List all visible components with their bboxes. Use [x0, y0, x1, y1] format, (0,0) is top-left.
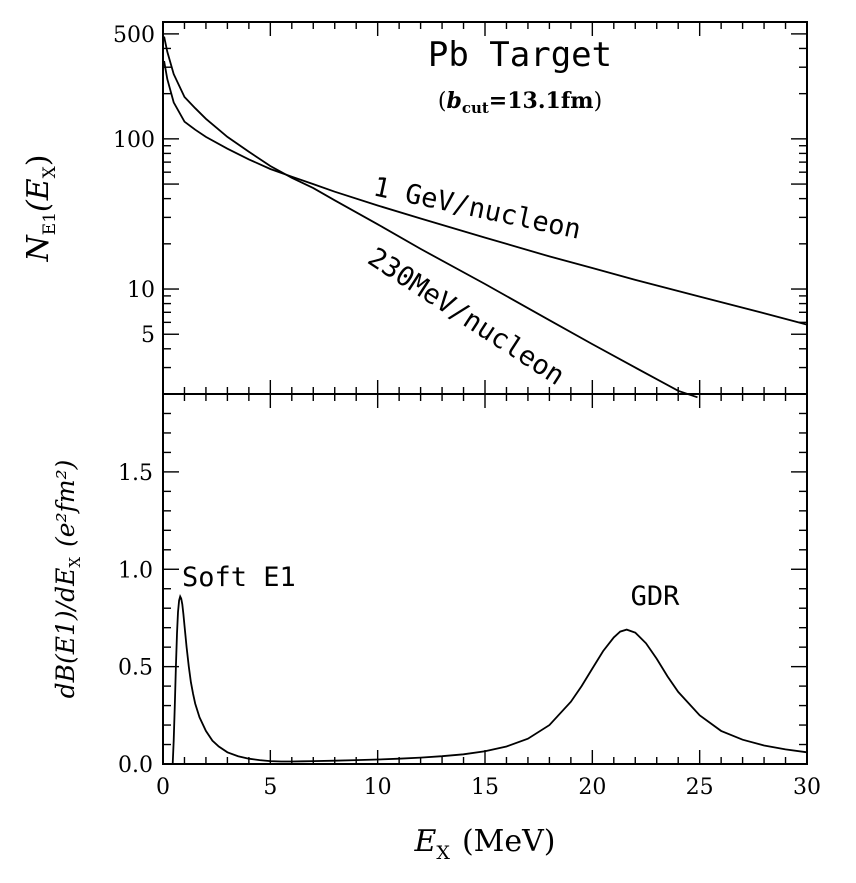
top-ytick-label: 500	[113, 23, 155, 48]
top-ytick-label: 5	[141, 323, 155, 348]
bottom-ylabel-units: (e²fm²)	[51, 460, 80, 547]
bottom-ylabel-sub: X	[66, 557, 84, 568]
annotation-soft-e1: Soft E1	[182, 562, 296, 593]
xtick-label: 5	[263, 775, 277, 800]
top-ticks: 500 100 10 5	[113, 21, 808, 395]
subtitle-symbol: b	[446, 88, 461, 114]
top-curves	[163, 36, 808, 399]
bottom-curves	[171, 594, 808, 765]
xtick-label: 30	[793, 775, 821, 800]
ylabel-close: )	[21, 155, 56, 167]
ylabel-rest: (E	[21, 178, 56, 212]
xlabel-units: (MeV)	[462, 824, 556, 859]
bottom-ytick-label: 0.5	[118, 656, 153, 681]
top-subtitle: (bcut=13.1fm)	[438, 88, 602, 117]
bottom-ytick-label: 1.0	[118, 558, 153, 583]
xlabel: EX (MeV)	[414, 824, 556, 864]
xtick-label: 20	[578, 775, 606, 800]
bottom-ytick-label: 1.5	[118, 461, 153, 486]
xlabel-subscript: X	[436, 842, 450, 864]
xtick-label: 25	[686, 775, 714, 800]
xtick-label: 10	[364, 775, 392, 800]
top-ytick-label: 100	[113, 128, 155, 153]
top-title: Pb Target	[428, 35, 612, 75]
strength-curve	[171, 594, 808, 765]
annotation-gdr: GDR	[631, 581, 681, 612]
ylabel-subscript: E1	[40, 212, 60, 235]
top-ylabel: NE1(EX)	[21, 155, 60, 263]
xlabel-symbol: E	[414, 824, 437, 859]
bottom-frame	[162, 393, 808, 765]
bottom-ylabel: dB(E1)/dEX (e²fm²)	[51, 460, 84, 699]
subtitle-subscript: cut	[462, 99, 489, 117]
top-ytick-label: 10	[127, 278, 155, 303]
series-label-230mev: 230MeV/nucleon	[362, 242, 570, 392]
subtitle-text: =13.1fm	[489, 88, 594, 114]
series-line-1gev	[163, 60, 808, 326]
xtick-label: 15	[471, 775, 499, 800]
ylabel-symbol: N	[21, 233, 56, 262]
bottom-ticks: 0 5 10 15 20 25 30 0.0 0.5 1.0 1.5	[118, 394, 821, 800]
xtick-label: 0	[156, 775, 170, 800]
bottom-ytick-label: 0.0	[118, 753, 153, 778]
bottom-panel: 0 5 10 15 20 25 30 0.0 0.5 1.0 1.5 Soft E1 GDR dB(…	[51, 393, 821, 864]
bottom-ylabel-text: dB(E1)/dE	[51, 568, 80, 699]
ylabel-rest-sub: X	[40, 165, 60, 178]
series-line-230mev	[163, 36, 698, 399]
